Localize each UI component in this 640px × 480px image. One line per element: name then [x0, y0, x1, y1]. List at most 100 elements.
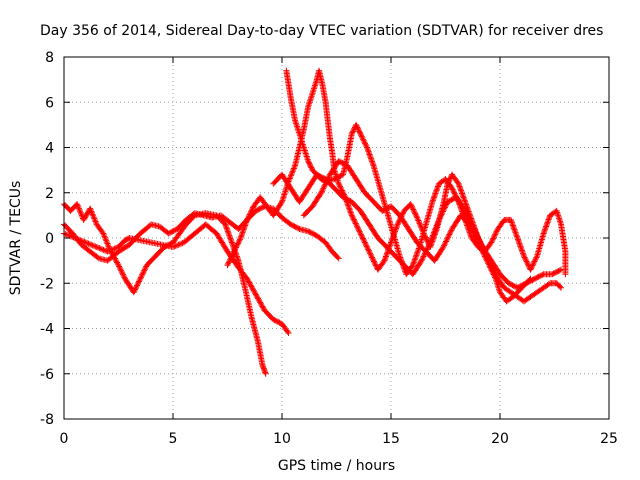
y-tick-label: 8 — [45, 50, 54, 66]
data-point — [410, 260, 417, 267]
data-point — [326, 173, 333, 180]
data-point — [87, 205, 94, 212]
data-point — [116, 264, 123, 271]
data-point — [466, 221, 473, 228]
x-tick-label: 20 — [491, 431, 509, 447]
data-point — [411, 256, 418, 263]
data-point — [420, 253, 427, 260]
data-point — [245, 278, 252, 285]
data-point — [226, 258, 233, 265]
data-point — [381, 257, 388, 264]
data-point — [91, 215, 98, 222]
data-point — [435, 218, 442, 225]
data-point — [459, 191, 466, 198]
data-point — [238, 233, 245, 240]
y-tick-label: -4 — [40, 322, 54, 338]
data-point — [76, 206, 83, 213]
data-point — [520, 251, 527, 258]
data-point — [369, 159, 376, 166]
data-point — [258, 302, 265, 309]
data-point — [347, 208, 354, 215]
data-point — [440, 207, 447, 214]
data-point — [484, 259, 491, 266]
data-point — [288, 171, 295, 178]
data-point — [412, 210, 419, 217]
data-point — [357, 130, 364, 137]
data-point — [255, 296, 262, 303]
data-point — [362, 141, 369, 148]
data-point — [141, 267, 148, 274]
data-point — [429, 197, 436, 204]
data-point — [119, 270, 126, 277]
data-point — [447, 228, 454, 235]
data-point — [483, 256, 490, 263]
data-point — [82, 214, 89, 221]
data-point — [353, 221, 360, 228]
data-point — [419, 254, 426, 261]
data-point — [439, 209, 446, 216]
data-point — [289, 169, 296, 176]
data-point — [432, 226, 439, 233]
data-point — [481, 253, 488, 260]
data-point — [383, 252, 390, 259]
data-point — [350, 216, 357, 223]
data-point — [432, 225, 439, 232]
data-point — [345, 204, 352, 211]
data-point — [507, 216, 514, 223]
data-point — [428, 235, 435, 242]
data-point — [242, 221, 249, 228]
y-tick-label: 4 — [45, 141, 54, 157]
data-point — [412, 253, 419, 260]
data-point — [359, 235, 366, 242]
data-point — [474, 238, 481, 245]
data-point — [489, 236, 496, 243]
data-point — [325, 174, 332, 181]
data-point — [101, 233, 108, 240]
data-point — [533, 254, 540, 261]
data-point — [408, 202, 415, 209]
data-point — [429, 198, 436, 205]
data-point — [407, 201, 414, 208]
data-point — [139, 270, 146, 277]
data-point — [257, 299, 264, 306]
data-point — [171, 243, 178, 250]
data-point — [233, 243, 240, 250]
data-point — [236, 237, 243, 244]
data-point — [556, 267, 563, 274]
data-point — [524, 261, 531, 268]
data-point — [434, 219, 441, 226]
data-point — [240, 226, 247, 233]
data-point — [233, 253, 240, 260]
data-point — [370, 257, 377, 264]
data-point — [249, 284, 256, 291]
data-point — [347, 209, 354, 216]
data-point — [461, 197, 468, 204]
data-point — [467, 222, 474, 229]
data-point — [238, 232, 245, 239]
data-point — [441, 205, 448, 212]
data-point — [104, 241, 111, 248]
data-point — [174, 242, 181, 249]
data-point — [475, 239, 482, 246]
data-point — [371, 259, 378, 266]
data-point — [467, 224, 474, 231]
data-point — [285, 330, 292, 337]
data-point — [87, 207, 94, 214]
data-point — [117, 266, 124, 273]
data-point — [89, 242, 96, 249]
data-point — [434, 183, 441, 190]
data-point — [141, 266, 148, 273]
data-point — [225, 260, 232, 267]
series-track-d — [224, 67, 565, 305]
data-point — [524, 259, 531, 266]
data-point — [487, 265, 494, 272]
data-point — [246, 279, 253, 286]
data-point — [245, 214, 252, 221]
data-point — [84, 210, 91, 217]
data-point — [239, 230, 246, 237]
data-point — [254, 294, 261, 301]
data-point — [522, 255, 529, 262]
data-point — [372, 261, 379, 268]
data-point — [445, 232, 452, 239]
y-tick-label: -2 — [40, 276, 54, 292]
